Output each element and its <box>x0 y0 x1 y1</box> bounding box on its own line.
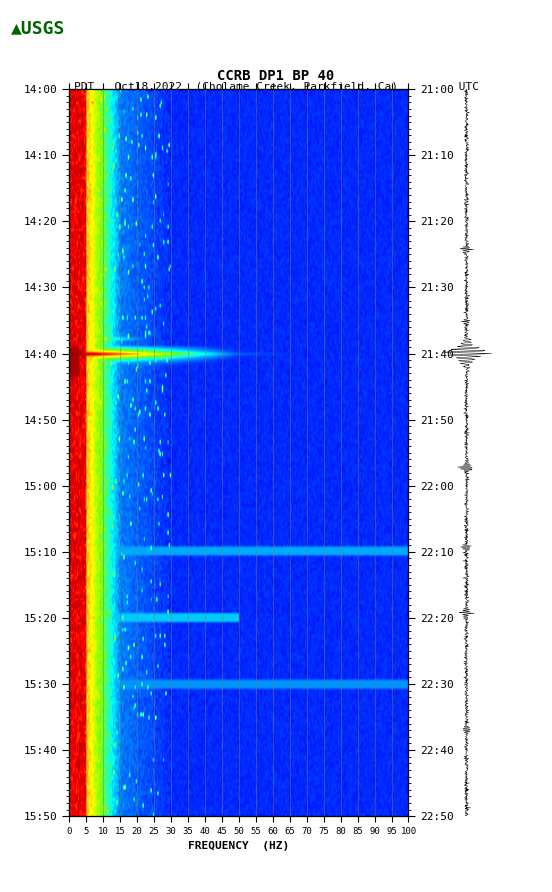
X-axis label: FREQUENCY  (HZ): FREQUENCY (HZ) <box>188 841 289 851</box>
Text: ▲USGS: ▲USGS <box>11 20 66 37</box>
Text: CCRB DP1 BP 40: CCRB DP1 BP 40 <box>217 69 335 83</box>
Text: PDT   Oct18,2022  (Cholame Creek, Parkfield, Ca)         UTC: PDT Oct18,2022 (Cholame Creek, Parkfield… <box>73 81 479 92</box>
